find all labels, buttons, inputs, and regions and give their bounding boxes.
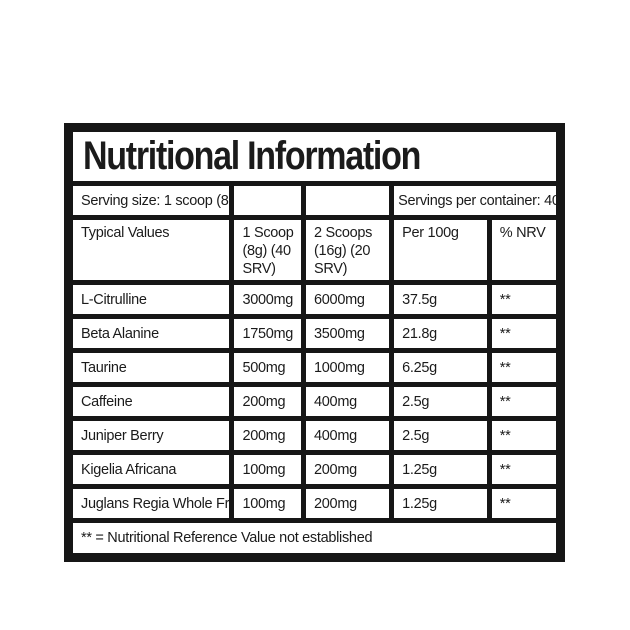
table-row: Juglans Regia Whole Fruit 100mg 200mg 1.… <box>72 488 557 520</box>
per-100g-value: 1.25g <box>393 488 488 520</box>
title-cell: Nutritional Information <box>72 131 557 182</box>
servings-per-container-cell: Servings per container: 40 <box>393 185 557 216</box>
table-row: L-Citrulline 3000mg 6000mg 37.5g ** <box>72 284 557 316</box>
ingredient-name: Beta Alanine <box>72 318 231 350</box>
table-row: Kigelia Africana 100mg 200mg 1.25g ** <box>72 454 557 486</box>
one-scoop-value: 1750mg <box>233 318 303 350</box>
nrv-value: ** <box>490 318 557 350</box>
two-scoops-value: 400mg <box>305 386 391 418</box>
nutrition-label: Nutritional Information Serving size: 1 … <box>64 123 565 563</box>
nutrition-table: Nutritional Information Serving size: 1 … <box>69 128 560 557</box>
column-header-2-scoops: 2 Scoops (16g) (20 SRV) <box>305 219 391 282</box>
serving-size-cell: Serving size: 1 scoop (8g) <box>72 185 231 216</box>
column-header-row: Typical Values 1 Scoop (8g) (40 SRV) 2 S… <box>72 219 557 282</box>
two-scoops-value: 6000mg <box>305 284 391 316</box>
one-scoop-value: 200mg <box>233 386 303 418</box>
ingredient-name: Juniper Berry <box>72 420 231 452</box>
page-title: Nutritional Information <box>83 134 421 178</box>
ingredient-name: Caffeine <box>72 386 231 418</box>
ingredient-name: Juglans Regia Whole Fruit <box>72 488 231 520</box>
one-scoop-value: 200mg <box>233 420 303 452</box>
two-scoops-value: 200mg <box>305 454 391 486</box>
table-row: Beta Alanine 1750mg 3500mg 21.8g ** <box>72 318 557 350</box>
ingredient-name: Kigelia Africana <box>72 454 231 486</box>
nrv-value: ** <box>490 454 557 486</box>
serving-row: Serving size: 1 scoop (8g) Servings per … <box>72 185 557 216</box>
nrv-value: ** <box>490 352 557 384</box>
table-row: Caffeine 200mg 400mg 2.5g ** <box>72 386 557 418</box>
title-row: Nutritional Information <box>72 131 557 182</box>
one-scoop-value: 100mg <box>233 488 303 520</box>
column-header-nrv: % NRV <box>490 219 557 282</box>
two-scoops-value: 200mg <box>305 488 391 520</box>
nrv-value: ** <box>490 386 557 418</box>
nrv-value: ** <box>490 284 557 316</box>
column-header-1-scoop: 1 Scoop (8g) (40 SRV) <box>233 219 303 282</box>
ingredient-name: Taurine <box>72 352 231 384</box>
two-scoops-value: 400mg <box>305 420 391 452</box>
two-scoops-value: 1000mg <box>305 352 391 384</box>
one-scoop-value: 500mg <box>233 352 303 384</box>
column-header-typical-values: Typical Values <box>72 219 231 282</box>
per-100g-value: 37.5g <box>393 284 488 316</box>
per-100g-value: 2.5g <box>393 386 488 418</box>
per-100g-value: 6.25g <box>393 352 488 384</box>
table-row: Taurine 500mg 1000mg 6.25g ** <box>72 352 557 384</box>
two-scoops-value: 3500mg <box>305 318 391 350</box>
per-100g-value: 21.8g <box>393 318 488 350</box>
per-100g-value: 2.5g <box>393 420 488 452</box>
ingredient-name: L-Citrulline <box>72 284 231 316</box>
empty-cell <box>233 185 303 216</box>
footnote-row: ** = Nutritional Reference Value not est… <box>72 522 557 555</box>
one-scoop-value: 100mg <box>233 454 303 486</box>
nrv-value: ** <box>490 488 557 520</box>
column-header-per-100g: Per 100g <box>393 219 488 282</box>
nrv-value: ** <box>490 420 557 452</box>
per-100g-value: 1.25g <box>393 454 488 486</box>
one-scoop-value: 3000mg <box>233 284 303 316</box>
table-row: Juniper Berry 200mg 400mg 2.5g ** <box>72 420 557 452</box>
empty-cell <box>305 185 391 216</box>
footnote-text: ** = Nutritional Reference Value not est… <box>72 522 557 555</box>
